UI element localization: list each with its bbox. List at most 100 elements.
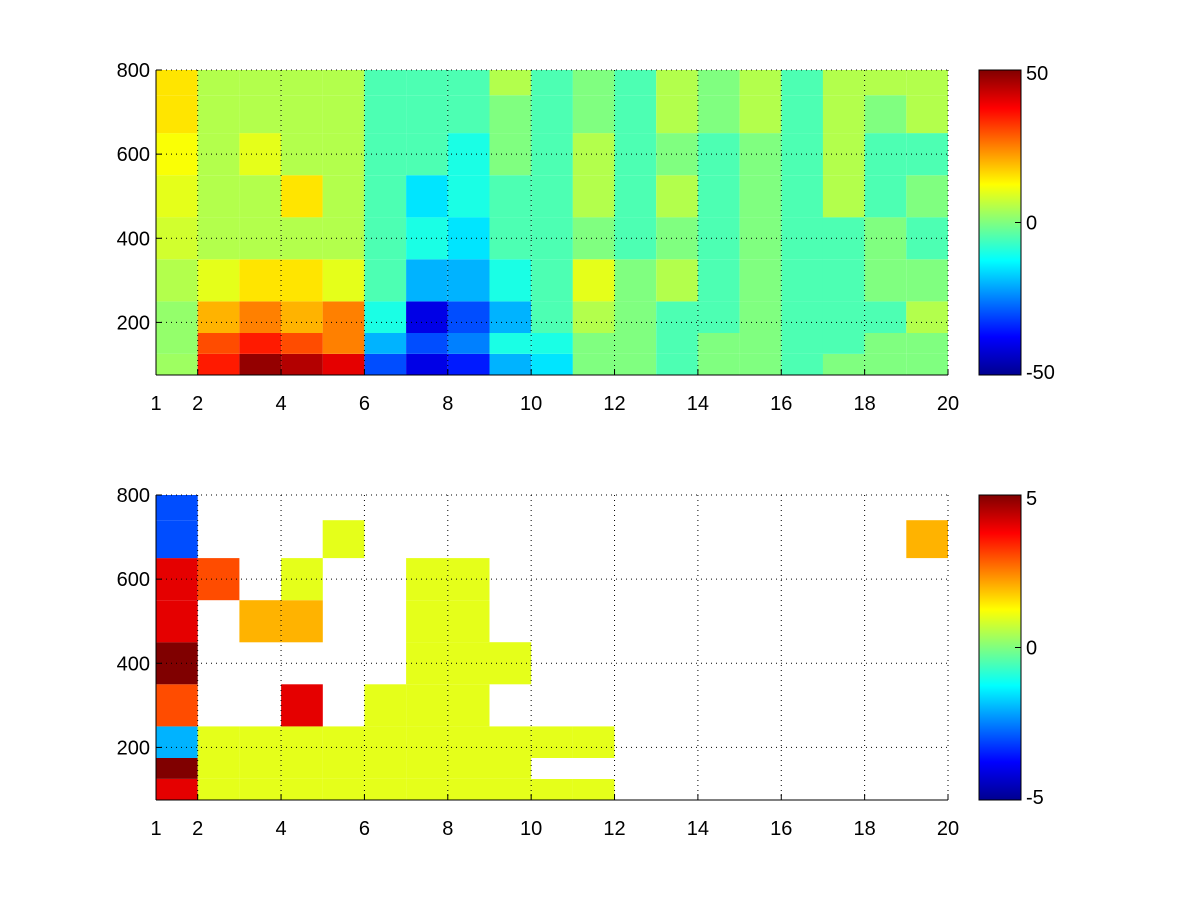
heatmap-cell	[156, 684, 198, 727]
heatmap-cell	[614, 217, 657, 260]
heatmap-cell	[156, 757, 198, 779]
heatmap-cell	[822, 70, 865, 96]
heatmap-cell	[447, 642, 490, 685]
heatmap-cell	[614, 70, 657, 96]
heatmap-cell	[697, 217, 740, 260]
heatmap-cell	[781, 70, 823, 96]
heatmap-cell	[364, 217, 407, 260]
heatmap-cell	[781, 301, 823, 333]
x-tick-label: 18	[854, 818, 876, 840]
heatmap-cell	[697, 259, 740, 302]
heatmap-cell	[281, 600, 323, 643]
heatmap-cell	[406, 301, 448, 333]
heatmap-cell	[697, 332, 740, 354]
heatmap-cell	[281, 726, 323, 758]
heatmap-cell	[489, 175, 532, 218]
heatmap-cell	[656, 301, 698, 333]
heatmap-cell	[197, 779, 240, 800]
heatmap-cell	[489, 757, 532, 779]
x-tick-label: 1	[150, 393, 161, 415]
heatmap-cell	[739, 332, 782, 354]
heatmap-cell	[864, 354, 907, 375]
heatmap-cell	[739, 301, 782, 333]
heatmap-cell	[239, 779, 282, 800]
heatmap-cell	[572, 133, 615, 176]
heatmap-cell	[156, 726, 198, 758]
heatmap-cell	[197, 726, 240, 758]
heatmap-cell	[406, 175, 448, 218]
heatmap-cell	[197, 757, 240, 779]
heatmap-cell	[447, 95, 490, 134]
heatmap-cell	[364, 133, 407, 176]
heatmap-cell	[822, 354, 865, 375]
heatmap-cell	[239, 354, 282, 375]
heatmap-cell	[531, 259, 573, 302]
heatmap-cell	[406, 726, 448, 758]
heatmap-cell	[447, 600, 490, 643]
x-tick-label: 4	[275, 818, 286, 840]
heatmap-cell	[864, 70, 907, 96]
heatmap-cell	[406, 600, 448, 643]
x-tick-label: 2	[192, 393, 203, 415]
heatmap-cell	[572, 726, 615, 758]
heatmap-cell	[572, 259, 615, 302]
heatmap-cell	[197, 332, 240, 354]
heatmap-cell	[531, 726, 573, 758]
heatmap-cell	[406, 70, 448, 96]
heatmap-cell	[614, 259, 657, 302]
grid	[156, 494, 949, 800]
heatmap-cell	[531, 332, 573, 354]
heatmap-cell	[447, 175, 490, 218]
heatmap-cell	[364, 301, 407, 333]
heatmap-cell	[239, 259, 282, 302]
heatmap-cell	[614, 332, 657, 354]
y-tick-label: 400	[117, 653, 150, 675]
heatmap-cell	[364, 684, 407, 727]
heatmap-cell	[156, 175, 198, 218]
heatmap-cell	[531, 779, 573, 800]
heatmap-cell	[281, 259, 323, 302]
heatmap-cells	[156, 70, 948, 375]
heatmap-cell	[281, 175, 323, 218]
heatmap-cell	[447, 133, 490, 176]
heatmap-cell	[697, 354, 740, 375]
heatmap-cell	[906, 175, 948, 218]
heatmap-cell	[781, 332, 823, 354]
colorbar-gradient	[978, 494, 1022, 801]
x-tick-label: 10	[520, 818, 542, 840]
heatmap-cell	[822, 133, 865, 176]
heatmap-cell	[447, 301, 490, 333]
heatmap-cell	[197, 133, 240, 176]
heatmap-cell	[489, 70, 532, 96]
heatmap-cell	[239, 301, 282, 333]
heatmap-cell	[322, 757, 365, 779]
heatmap-cell	[447, 757, 490, 779]
x-tick-label: 14	[687, 818, 709, 840]
heatmap-cell	[572, 70, 615, 96]
heatmap-cell	[614, 301, 657, 333]
heatmap-cell	[322, 70, 365, 96]
heatmap-cell	[656, 95, 698, 134]
heatmap-cell	[906, 332, 948, 354]
colorbar-tick-label: 50	[1026, 63, 1048, 85]
heatmap-cell	[572, 779, 615, 800]
heatmap-cell	[197, 175, 240, 218]
heatmap-cell	[822, 95, 865, 134]
heatmap-cell	[197, 354, 240, 375]
heatmap-cell	[739, 259, 782, 302]
heatmap-cell	[489, 332, 532, 354]
heatmap-cell	[489, 726, 532, 758]
heatmap-cell	[906, 259, 948, 302]
heatmap-cells	[156, 495, 948, 800]
heatmap-cell	[364, 779, 407, 800]
heatmap-cell	[614, 95, 657, 134]
x-tick-label: 1	[150, 818, 161, 840]
x-tick-label: 18	[854, 393, 876, 415]
heatmap-cell	[239, 70, 282, 96]
heatmap-cell	[364, 175, 407, 218]
heatmap-cell	[531, 354, 573, 375]
x-tick-label: 4	[275, 393, 286, 415]
x-tick-label: 6	[359, 818, 370, 840]
heatmap-cell	[781, 354, 823, 375]
heatmap-cell	[281, 301, 323, 333]
